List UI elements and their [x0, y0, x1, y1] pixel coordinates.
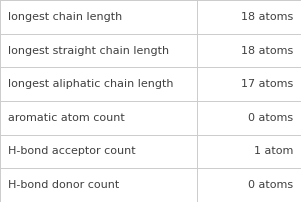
Bar: [0, 67, 301, 101]
Text: 0 atoms: 0 atoms: [248, 113, 293, 123]
Text: 17 atoms: 17 atoms: [241, 79, 293, 89]
Text: 18 atoms: 18 atoms: [241, 12, 293, 22]
Text: H-bond donor count: H-bond donor count: [8, 180, 119, 190]
Text: H-bond acceptor count: H-bond acceptor count: [8, 146, 135, 157]
Text: longest chain length: longest chain length: [8, 12, 122, 22]
Text: longest aliphatic chain length: longest aliphatic chain length: [8, 79, 173, 89]
Bar: [0, 0, 301, 34]
Text: 0 atoms: 0 atoms: [248, 180, 293, 190]
Bar: [0, 135, 301, 168]
Bar: [0, 101, 301, 135]
Text: 1 atom: 1 atom: [254, 146, 293, 157]
Text: aromatic atom count: aromatic atom count: [8, 113, 124, 123]
Text: 18 atoms: 18 atoms: [241, 45, 293, 56]
Bar: [0, 34, 301, 67]
Bar: [0, 168, 301, 202]
Text: longest straight chain length: longest straight chain length: [8, 45, 169, 56]
